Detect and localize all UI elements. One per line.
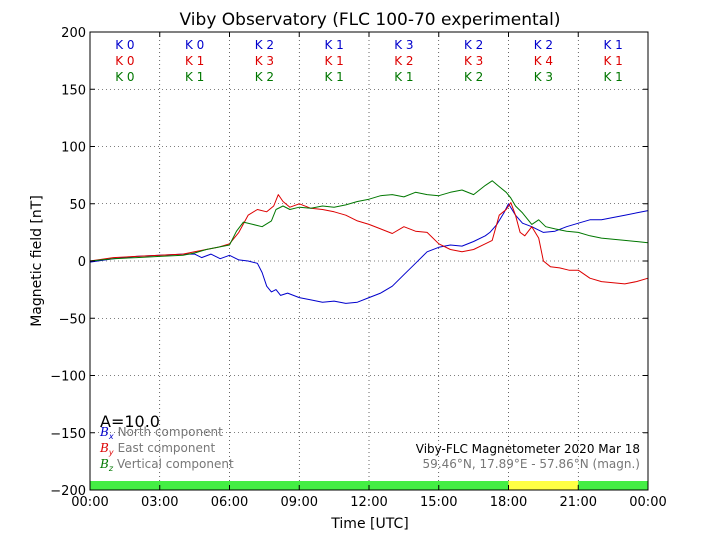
legend-entry-z: Bz Vertical component <box>99 457 234 473</box>
chart-title: Viby Observatory (FLC 100-70 experimenta… <box>180 10 561 30</box>
k-index-east: K 0 <box>115 54 134 68</box>
legend-entry-x: Bx North component <box>99 425 223 441</box>
k-index-east: K 3 <box>464 54 483 68</box>
k-index-vertical: K 0 <box>115 70 134 84</box>
x-tick-label: 06:00 <box>211 495 248 510</box>
series-line-z <box>89 180 649 262</box>
grid <box>90 32 648 490</box>
y-tick-label: −150 <box>50 427 86 442</box>
k-index-north: K 2 <box>255 38 274 52</box>
k-index-vertical: K 1 <box>185 70 204 84</box>
y-tick-label: 0 <box>78 255 86 270</box>
k-index-north: K 2 <box>534 38 553 52</box>
y-tick-label: 50 <box>69 198 86 213</box>
k-index-north: K 2 <box>464 38 483 52</box>
x-tick-label: 21:00 <box>560 495 597 510</box>
y-axis: −200 −150 −100 −50 0 50 100 150 200 <box>50 26 648 499</box>
x-tick-label: 00:00 <box>71 495 108 510</box>
location-label: 59.46°N, 17.89°E - 57.86°N (magn.) <box>423 457 640 471</box>
y-tick-label: −50 <box>59 312 86 327</box>
y-tick-label: −100 <box>50 370 86 385</box>
k-index-north: K 3 <box>394 38 413 52</box>
x-tick-label: 03:00 <box>141 495 178 510</box>
k-index-north: K 1 <box>324 38 343 52</box>
x-tick-label: 18:00 <box>490 495 527 510</box>
k-index-east: K 4 <box>534 54 553 68</box>
k-index-vertical: K 1 <box>324 70 343 84</box>
legend-entry-y: By East component <box>99 441 215 457</box>
x-axis: 00:00 03:00 06:00 09:00 12:00 15:00 18:00 21:00… <box>71 32 667 510</box>
series-line-x <box>89 203 649 304</box>
y-tick-label: 200 <box>61 26 86 41</box>
y-tick-label: −200 <box>50 484 86 499</box>
x-tick-label: 15:00 <box>420 495 457 510</box>
k-index-north: K 0 <box>115 38 134 52</box>
activity-segment-quiet <box>578 481 648 490</box>
k-index-vertical: K 1 <box>603 70 622 84</box>
k-index-table: K 0 K 0 K 2 K 1 K 3 K 2 K 2 K 1 K 0 K 1 K 3 K 1 K 2 K… <box>115 38 623 84</box>
k-index-east: K 1 <box>603 54 622 68</box>
k-index-north: K 0 <box>185 38 204 52</box>
x-tick-label: 12:00 <box>350 495 387 510</box>
x-axis-label: Time [UTC] <box>330 516 408 532</box>
k-index-vertical: K 2 <box>464 70 483 84</box>
k-index-north: K 1 <box>603 38 622 52</box>
k-index-vertical: K 1 <box>394 70 413 84</box>
activity-segment-active <box>508 481 579 490</box>
k-index-east: K 2 <box>394 54 413 68</box>
k-index-east: K 1 <box>185 54 204 68</box>
x-tick-label: 00:00 <box>629 495 666 510</box>
a-index-label: A=10.0 <box>100 412 160 431</box>
instrument-label: Viby-FLC Magnetometer 2020 Mar 18 <box>416 442 640 456</box>
k-index-vertical: K 2 <box>255 70 274 84</box>
y-tick-label: 100 <box>61 141 86 156</box>
x-tick-label: 09:00 <box>281 495 318 510</box>
k-index-east: K 3 <box>255 54 274 68</box>
series-line-y <box>89 194 649 285</box>
y-tick-label: 150 <box>61 83 86 98</box>
series-lines <box>89 180 649 304</box>
k-index-vertical: K 3 <box>534 70 553 84</box>
y-axis-label: Magnetic field [nT] <box>29 195 45 327</box>
k-index-east: K 1 <box>324 54 343 68</box>
